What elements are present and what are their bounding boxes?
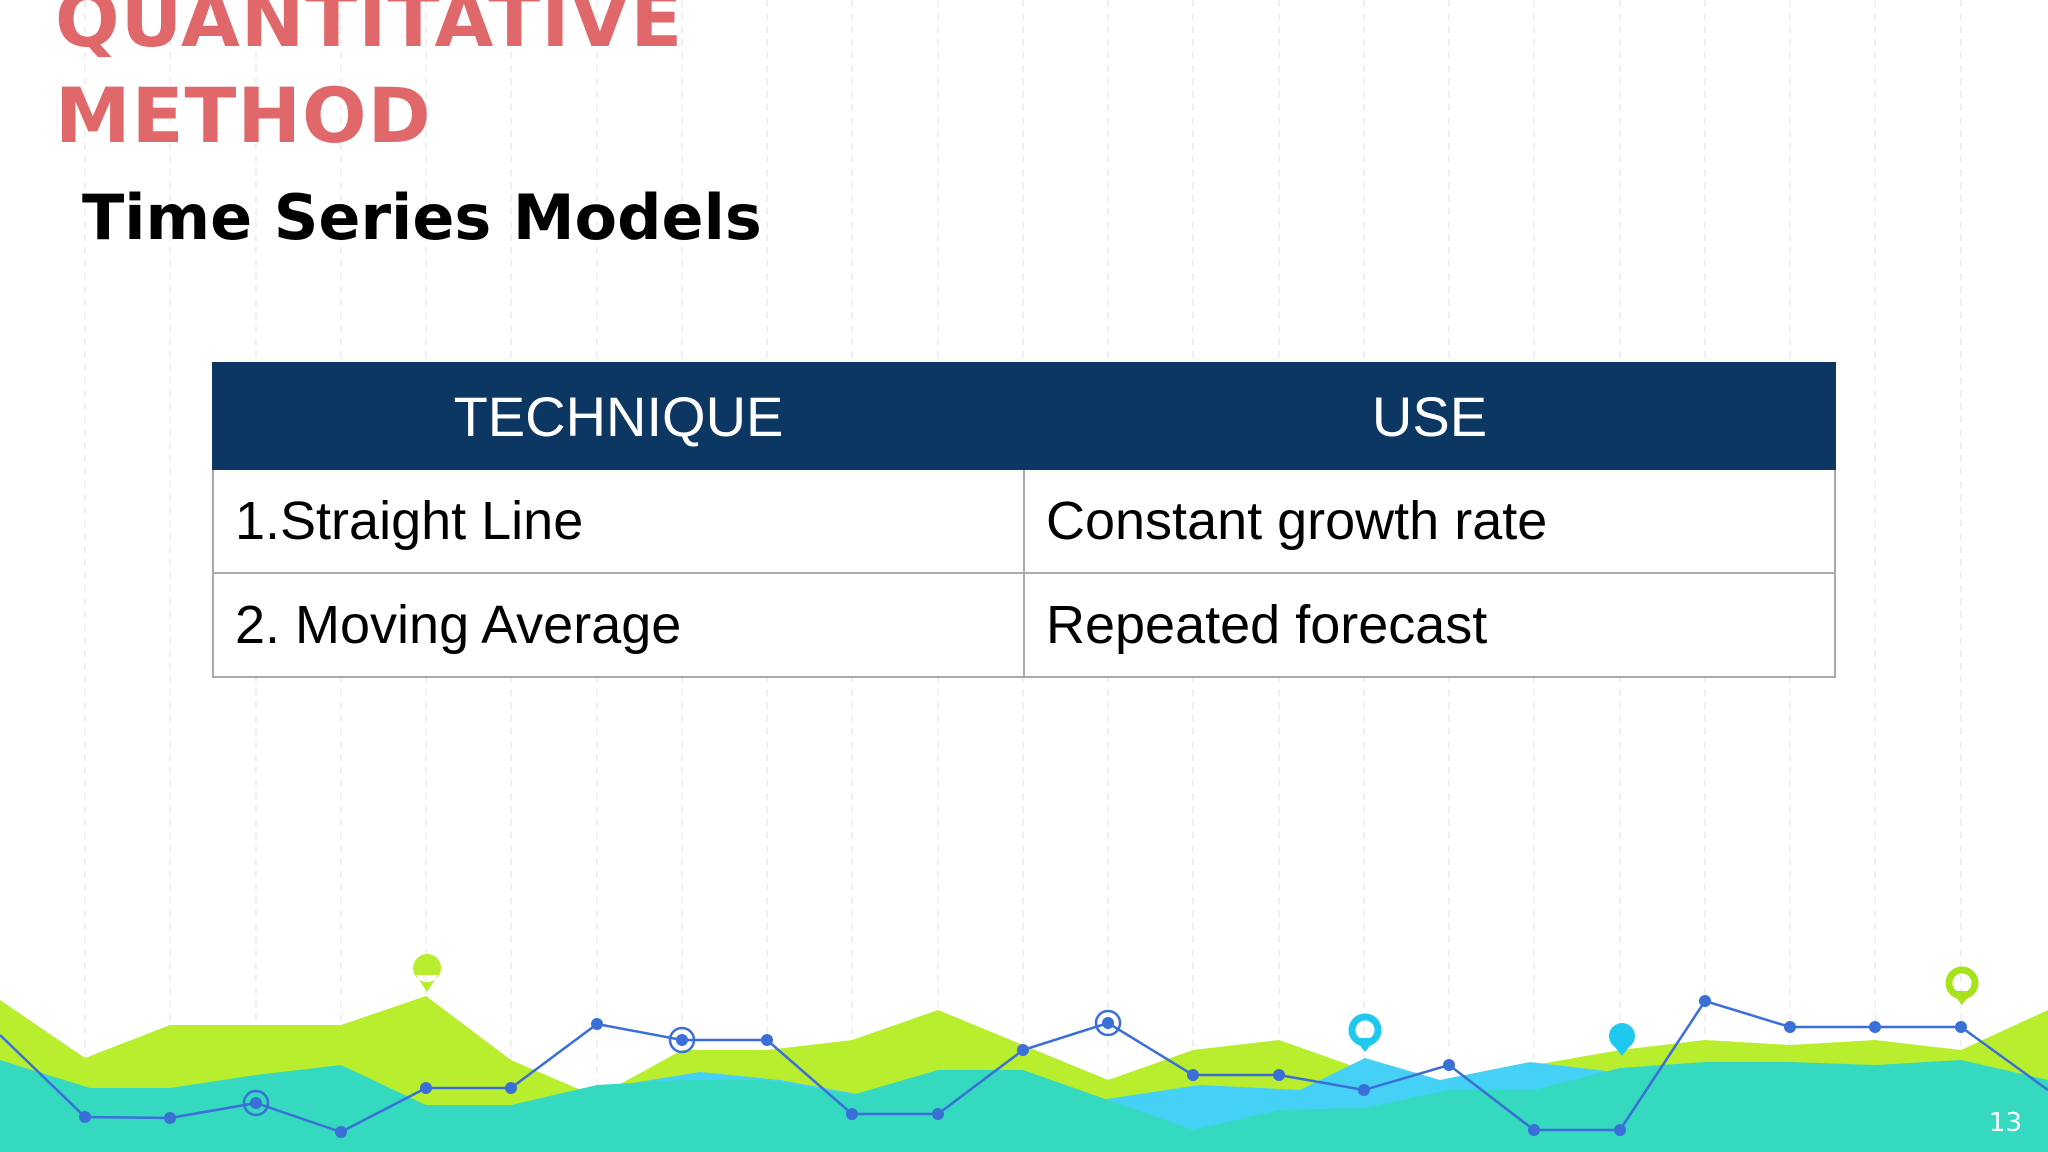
page-number: 13: [1988, 1108, 2022, 1138]
map-pin-icon: [413, 954, 442, 992]
techniques-table: TECHNIQUE USE 1.Straight Line Constant g…: [212, 362, 1836, 678]
line-point: [1273, 1069, 1285, 1081]
teal-area-shape: [0, 1060, 2048, 1152]
table-row: 1.Straight Line Constant growth rate: [212, 468, 1836, 574]
line-point: [420, 1082, 432, 1094]
table-cell-technique: 1.Straight Line: [212, 468, 1025, 574]
line-point: [335, 1126, 347, 1138]
table-cell-technique: 2. Moving Average: [212, 572, 1025, 678]
decorative-chart-footer: [0, 954, 2048, 1152]
slide-subtitle: Time Series Models: [82, 181, 762, 254]
line-point: [1614, 1124, 1626, 1136]
line-point: [505, 1082, 517, 1094]
column-header-use: USE: [1023, 362, 1836, 470]
target-marker-icon: [1094, 1009, 1122, 1037]
line-point: [1102, 1017, 1114, 1029]
line-point: [1869, 1021, 1881, 1033]
map-pin-icon: [1945, 966, 1979, 1005]
table-header-row: TECHNIQUE USE: [212, 362, 1836, 470]
line-point: [1017, 1044, 1029, 1056]
slide-heading: QUANTITATIVE METHOD: [55, 0, 683, 164]
map-pin-icon: [1609, 1023, 1635, 1056]
line-point: [932, 1108, 944, 1120]
line-point: [1187, 1069, 1199, 1081]
target-marker-icon: [242, 1089, 270, 1117]
heading-line-1: QUANTITATIVE: [55, 0, 684, 64]
table-cell-use: Repeated forecast: [1023, 572, 1836, 678]
heading-line-2: METHOD: [55, 71, 432, 160]
target-marker-icon: [668, 1026, 696, 1054]
map-pin-icon: [1348, 1013, 1382, 1052]
line-point: [1784, 1021, 1796, 1033]
line-point: [164, 1112, 176, 1124]
line-point: [591, 1018, 603, 1030]
line-point: [846, 1108, 858, 1120]
line-point: [761, 1034, 773, 1046]
line-point: [676, 1034, 688, 1046]
line-point: [79, 1111, 91, 1123]
line-point: [1528, 1124, 1540, 1136]
column-header-technique: TECHNIQUE: [212, 362, 1025, 470]
line-point: [1358, 1084, 1370, 1096]
line-point: [1443, 1059, 1455, 1071]
line-point: [250, 1097, 262, 1109]
table-cell-use: Constant growth rate: [1023, 468, 1836, 574]
table-row: 2. Moving Average Repeated forecast: [212, 572, 1836, 678]
line-point: [1955, 1021, 1967, 1033]
line-point: [1699, 995, 1711, 1007]
